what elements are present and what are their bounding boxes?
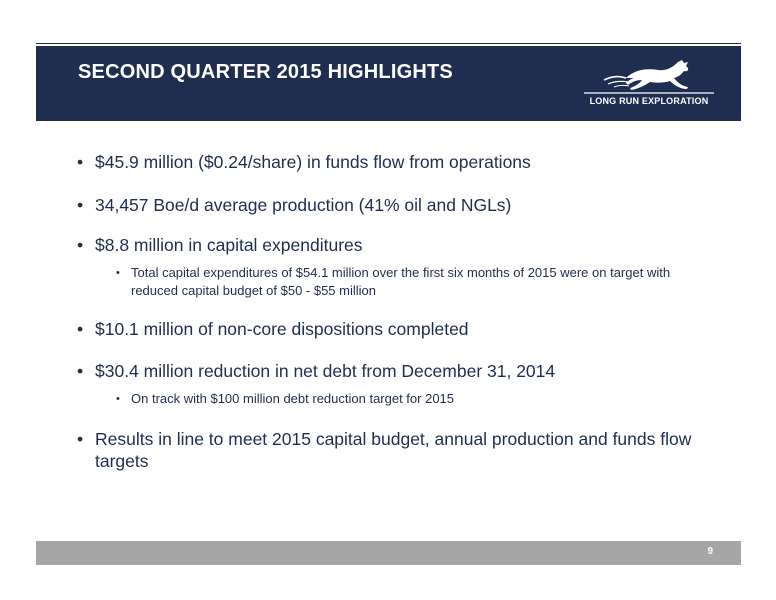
bullet-text: $8.8 million in capital expenditures <box>95 235 363 255</box>
bullet-marker: • <box>77 361 84 381</box>
page-number: 9 <box>707 546 713 557</box>
bullet-marker: • <box>77 319 84 339</box>
bullet-item: • $45.9 million ($0.24/share) in funds f… <box>77 151 697 173</box>
footer-band: 9 <box>36 541 741 565</box>
bullet-item: • Results in line to meet 2015 capital b… <box>77 428 697 472</box>
sub-bullet-marker: • <box>116 393 120 405</box>
bullet-text: Results in line to meet 2015 capital bud… <box>95 429 692 471</box>
bullet-text: $45.9 million ($0.24/share) in funds flo… <box>95 152 531 172</box>
logo-text: LONG RUN EXPLORATION <box>589 96 709 106</box>
horse-icon <box>584 60 714 94</box>
bullet-text: $10.1 million of non-core dispositions c… <box>95 319 469 339</box>
company-logo: LONG RUN EXPLORATION <box>584 56 714 114</box>
bullet-text: 34,457 Boe/d average production (41% oil… <box>95 195 512 215</box>
sub-bullet-text: On track with $100 million debt reductio… <box>131 391 455 406</box>
sub-bullet-text: Total capital expenditures of $54.1 mill… <box>131 265 671 298</box>
bullet-marker: • <box>77 429 84 449</box>
header-band: SECOND QUARTER 2015 HIGHLIGHTS LONG RUN … <box>36 46 741 121</box>
bullet-item: • $8.8 million in capital expenditures <box>77 234 697 256</box>
slide-title: SECOND QUARTER 2015 HIGHLIGHTS <box>78 61 453 83</box>
bullet-marker: • <box>77 152 84 172</box>
bullet-item: • $30.4 million reduction in net debt fr… <box>77 360 697 382</box>
header-top-rule <box>36 43 741 44</box>
bullet-text: $30.4 million reduction in net debt from… <box>95 361 556 381</box>
sub-bullet-item: • On track with $100 million debt reduct… <box>116 390 676 408</box>
bullet-item: • $10.1 million of non-core dispositions… <box>77 318 697 340</box>
sub-bullet-marker: • <box>116 267 120 279</box>
bullet-marker: • <box>77 235 84 255</box>
bullet-item: • 34,457 Boe/d average production (41% o… <box>77 194 697 216</box>
bullet-marker: • <box>77 195 84 215</box>
sub-bullet-item: • Total capital expenditures of $54.1 mi… <box>116 264 676 300</box>
